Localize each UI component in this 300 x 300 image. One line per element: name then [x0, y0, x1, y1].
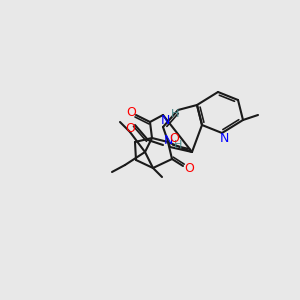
Text: O: O: [126, 106, 136, 118]
Text: O: O: [184, 161, 194, 175]
Text: N: N: [219, 131, 229, 145]
Text: N: N: [160, 113, 170, 127]
Text: O: O: [169, 131, 179, 145]
Text: H: H: [171, 109, 179, 119]
Text: N: N: [163, 134, 173, 146]
Text: O: O: [125, 122, 135, 136]
Text: H: H: [174, 140, 182, 150]
